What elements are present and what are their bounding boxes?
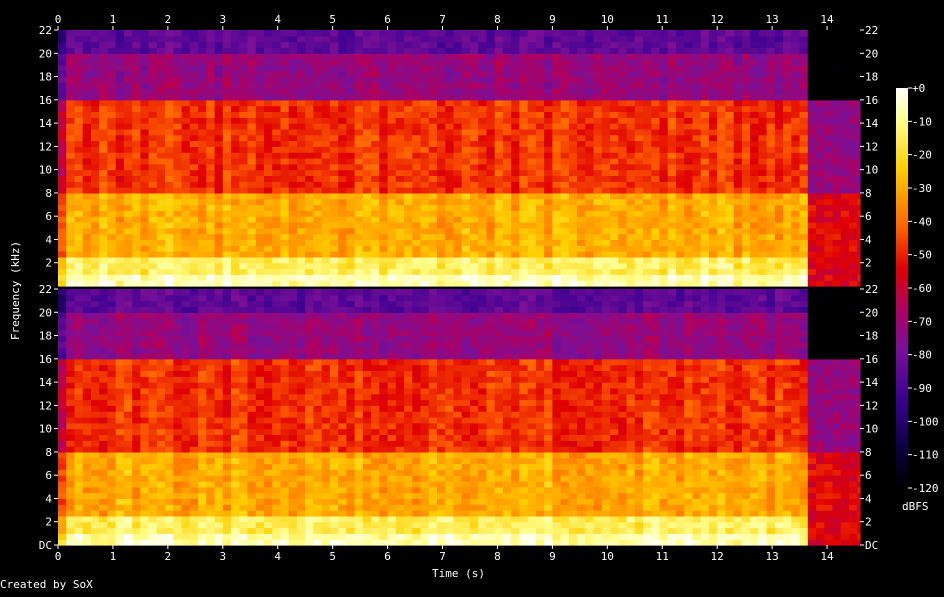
y-tick-label-left: 22 [39, 283, 52, 296]
x-tick-label: 4 [274, 13, 281, 26]
x-tick-label: 13 [765, 13, 778, 26]
x-tick-label: 14 [820, 13, 834, 26]
y-tick-label-left: 6 [45, 210, 52, 223]
x-tick-label: 0 [55, 13, 62, 26]
y-tick-label-left: 18 [39, 71, 52, 84]
y-tick-label-left: 18 [39, 330, 52, 343]
y-tick-label-left: DC [39, 539, 52, 552]
x-tick-label: 1 [110, 550, 117, 563]
y-tick-label-left: 4 [45, 492, 52, 505]
x-axis-label: Time (s) [432, 567, 485, 580]
y-tick-label-right: 2 [865, 257, 872, 270]
y-tick-label-left: 16 [39, 94, 52, 107]
x-tick-label: 11 [656, 13, 669, 26]
x-tick-label: 11 [656, 550, 669, 563]
y-tick-label-right: 18 [865, 330, 878, 343]
x-tick-label: 9 [549, 550, 556, 563]
y-tick-label-left: 8 [45, 187, 52, 200]
y-tick-label-left: 4 [45, 233, 52, 246]
y-tick-label-left: 6 [45, 469, 52, 482]
y-tick-label-left: 14 [39, 117, 53, 130]
colorbar-tick-label: -30 [912, 182, 932, 195]
colorbar-tick-label: +0 [912, 82, 925, 95]
y-tick-label-right: 10 [865, 164, 878, 177]
y-tick-label-right: 20 [865, 47, 878, 60]
y-tick-label-left: 2 [45, 257, 52, 270]
y-tick-label-right: 8 [865, 187, 872, 200]
x-tick-label: 8 [494, 13, 501, 26]
x-tick-label: 13 [765, 550, 778, 563]
x-tick-label: 8 [494, 550, 501, 563]
y-tick-label-right: 10 [865, 423, 878, 436]
y-tick-label-right: 14 [865, 117, 879, 130]
x-tick-label: 10 [601, 550, 614, 563]
x-tick-label: 5 [329, 13, 336, 26]
y-tick-label-right: 6 [865, 469, 872, 482]
x-tick-label: 3 [219, 550, 226, 563]
colorbar-tick-label: -60 [912, 282, 932, 295]
x-tick-label: 0 [55, 550, 62, 563]
y-tick-label-left: 10 [39, 164, 52, 177]
colorbar-tick-label: -70 [912, 315, 932, 328]
y-tick-label-right: 18 [865, 71, 878, 84]
y-tick-label-right: 20 [865, 306, 878, 319]
colorbar-tick-label: -10 [912, 115, 932, 128]
y-tick-label-right: 22 [865, 283, 878, 296]
y-tick-label-right: 16 [865, 353, 878, 366]
x-tick-label: 7 [439, 550, 446, 563]
y-tick-label-left: 12 [39, 399, 52, 412]
x-tick-label: 10 [601, 13, 614, 26]
x-tick-label: 14 [820, 550, 834, 563]
x-tick-label: 6 [384, 550, 391, 563]
y-tick-label-left: 2 [45, 516, 52, 529]
x-tick-label: 3 [219, 13, 226, 26]
y-tick-label-left: 8 [45, 446, 52, 459]
colorbar [896, 88, 908, 488]
x-tick-label: 7 [439, 13, 446, 26]
y-tick-label-right: 8 [865, 446, 872, 459]
y-tick-label-right: 16 [865, 94, 878, 107]
colorbar-tick-label: -80 [912, 349, 932, 362]
credit-text: Created by SoX [0, 578, 93, 591]
x-tick-label: 2 [165, 550, 172, 563]
x-tick-label: 6 [384, 13, 391, 26]
channel-1-spectrogram [58, 30, 861, 287]
x-tick-label: 1 [110, 13, 117, 26]
y-axis-label: Frequency (kHz) [9, 241, 22, 340]
y-tick-label-right: 4 [865, 233, 872, 246]
x-tick-label: 5 [329, 550, 336, 563]
y-tick-label-left: 20 [39, 47, 52, 60]
colorbar-tick-label: -110 [912, 449, 939, 462]
x-tick-label: 12 [711, 13, 724, 26]
colorbar-tick-label: -90 [912, 382, 932, 395]
x-tick-label: 9 [549, 13, 556, 26]
y-tick-label-right: 2 [865, 516, 872, 529]
colorbar-tick-label: -120 [912, 482, 939, 495]
colorbar-tick-label: -50 [912, 249, 932, 262]
colorbar-tick-label: -40 [912, 215, 932, 228]
x-tick-label: 4 [274, 550, 281, 563]
y-tick-label-right: 12 [865, 399, 878, 412]
y-tick-label-right: 12 [865, 140, 878, 153]
y-tick-label-right: DC [865, 539, 878, 552]
y-tick-label-left: 12 [39, 140, 52, 153]
colorbar-tick-label: -20 [912, 149, 932, 162]
x-tick-label: 2 [165, 13, 172, 26]
y-tick-label-right: 6 [865, 210, 872, 223]
y-tick-label-left: 14 [39, 376, 53, 389]
channel-2-spectrogram [58, 289, 861, 546]
y-tick-label-right: 4 [865, 492, 872, 505]
y-tick-label-left: 20 [39, 306, 52, 319]
y-tick-label-right: 14 [865, 376, 879, 389]
colorbar-tick-label: -100 [912, 415, 939, 428]
y-tick-label-right: 22 [865, 24, 878, 37]
y-tick-label-left: 10 [39, 423, 52, 436]
y-tick-label-left: 22 [39, 24, 52, 37]
y-tick-label-left: 16 [39, 353, 52, 366]
x-tick-label: 12 [711, 550, 724, 563]
colorbar-label: dBFS [902, 500, 929, 513]
